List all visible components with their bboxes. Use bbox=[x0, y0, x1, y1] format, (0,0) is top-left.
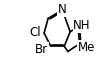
Text: Cl: Cl bbox=[30, 27, 41, 39]
Text: Me: Me bbox=[78, 41, 95, 54]
Text: Br: Br bbox=[35, 43, 48, 56]
Text: NH: NH bbox=[73, 19, 91, 32]
Text: N: N bbox=[58, 3, 67, 16]
